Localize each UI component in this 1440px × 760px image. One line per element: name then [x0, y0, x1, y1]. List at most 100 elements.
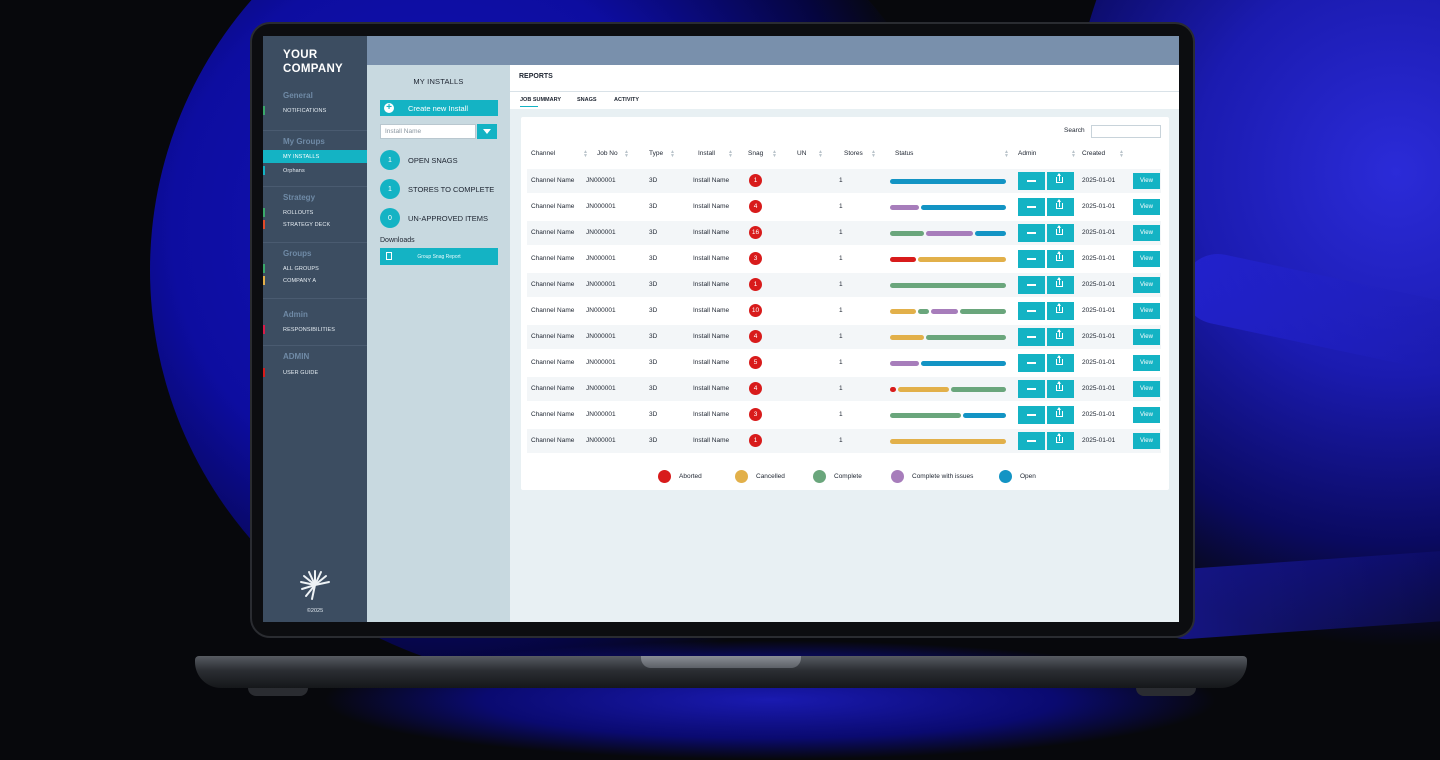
share-button[interactable] — [1047, 406, 1074, 424]
search-input[interactable] — [1091, 125, 1161, 138]
section-mark — [263, 106, 265, 115]
remove-button[interactable] — [1018, 302, 1045, 320]
view-button[interactable]: View — [1133, 303, 1160, 319]
snag-count-badge: 4 — [749, 382, 762, 395]
view-button[interactable]: View — [1133, 433, 1160, 449]
remove-button[interactable] — [1018, 172, 1045, 190]
cell-channel: Channel Name — [531, 385, 575, 392]
view-button[interactable]: View — [1133, 199, 1160, 215]
sort-icon[interactable]: ▲ ▼ — [772, 149, 777, 159]
sort-icon[interactable]: ▲ ▼ — [728, 149, 733, 159]
remove-button[interactable] — [1018, 328, 1045, 346]
share-button[interactable] — [1047, 328, 1074, 346]
cell-created: 2025-01-01 — [1082, 307, 1116, 314]
cell-created: 2025-01-01 — [1082, 255, 1116, 262]
sidebar-item-user-guide[interactable]: USER GUIDE — [283, 370, 319, 376]
section-strategy: Strategy — [283, 193, 316, 202]
view-button[interactable]: View — [1133, 277, 1160, 293]
view-button[interactable]: View — [1133, 381, 1160, 397]
sidebar-item-orphans[interactable]: Orphans — [283, 168, 305, 174]
sort-icon[interactable]: ▲ ▼ — [871, 149, 876, 159]
sort-icon[interactable]: ▲ ▼ — [670, 149, 675, 159]
share-button[interactable] — [1047, 432, 1074, 450]
column-header[interactable]: UN — [797, 150, 807, 157]
column-header[interactable]: Install — [698, 150, 715, 157]
main-header: REPORTS — [510, 65, 1179, 92]
share-button[interactable] — [1047, 224, 1074, 242]
cell-stores: 1 — [839, 411, 843, 418]
view-button[interactable]: View — [1133, 173, 1160, 189]
sidebar-item-my-installs-label[interactable]: MY INSTALLS — [283, 154, 320, 160]
column-header[interactable]: Stores — [844, 150, 863, 157]
sidebar-item-notifications[interactable]: NOTIFICATIONS — [283, 108, 327, 114]
tab-snags[interactable]: SNAGS — [577, 97, 597, 103]
remove-button[interactable] — [1018, 250, 1045, 268]
sort-icon[interactable]: ▲ ▼ — [624, 149, 629, 159]
share-icon — [1056, 203, 1063, 209]
sort-icon[interactable]: ▲ ▼ — [1071, 149, 1076, 159]
column-header[interactable]: Snag — [748, 150, 764, 157]
sort-icon[interactable]: ▲ ▼ — [818, 149, 823, 159]
share-icon — [1056, 177, 1063, 183]
share-button[interactable] — [1047, 250, 1074, 268]
column-header[interactable]: Channel — [531, 150, 556, 157]
column-header[interactable]: Job No — [597, 150, 618, 157]
status-segment-complete — [890, 231, 924, 236]
share-arrow — [1057, 173, 1061, 181]
sidebar-item-rollouts[interactable]: ROLLOUTS — [283, 210, 314, 216]
remove-button[interactable] — [1018, 354, 1045, 372]
job-summary-card: Search Channel ▲ ▼ Job No ▲ ▼ Type ▲ ▼ Install ▲ ▼ S… — [521, 117, 1169, 490]
remove-button[interactable] — [1018, 432, 1045, 450]
remove-button[interactable] — [1018, 406, 1045, 424]
sidebar-item-responsibilities[interactable]: RESPONSIBILITIES — [283, 327, 336, 333]
share-icon — [1056, 385, 1063, 391]
share-button[interactable] — [1047, 302, 1074, 320]
share-button[interactable] — [1047, 380, 1074, 398]
cell-type: 3D — [649, 177, 658, 184]
remove-button[interactable] — [1018, 224, 1045, 242]
remove-button[interactable] — [1018, 198, 1045, 216]
tab-activity[interactable]: ACTIVITY — [614, 97, 640, 103]
sidebar-item-strategy-deck[interactable]: STRATEGY DECK — [283, 222, 331, 228]
sidebar-item-company-a[interactable]: COMPANY A — [283, 278, 317, 284]
share-button[interactable] — [1047, 198, 1074, 216]
sort-icon[interactable]: ▲ ▼ — [583, 149, 588, 159]
legend-swatch — [891, 470, 904, 483]
view-button[interactable]: View — [1133, 225, 1160, 241]
status-segment-open — [962, 413, 1006, 418]
remove-button[interactable] — [1018, 276, 1045, 294]
view-button[interactable]: View — [1133, 355, 1160, 371]
view-button[interactable]: View — [1133, 251, 1160, 267]
install-name-select[interactable]: Install Name — [380, 124, 476, 139]
column-header[interactable]: Admin — [1018, 150, 1037, 157]
stat-stores-to-complete[interactable]: 1 STORES TO COMPLETE — [380, 179, 494, 199]
sort-icon[interactable]: ▲ ▼ — [1004, 149, 1009, 159]
view-button[interactable]: View — [1133, 329, 1160, 345]
stat-unapproved-items[interactable]: 0 UN-APPROVED ITEMS — [380, 208, 488, 228]
sunburst-logo-icon — [300, 570, 330, 600]
chevron-down-icon[interactable] — [477, 124, 497, 139]
share-button[interactable] — [1047, 172, 1074, 190]
legend-item: Complete — [813, 470, 862, 483]
sort-icon[interactable]: ▲ ▼ — [1119, 149, 1124, 159]
cell-type: 3D — [649, 359, 658, 366]
share-button[interactable] — [1047, 276, 1074, 294]
section-mark — [263, 166, 265, 175]
create-install-button[interactable]: + Create new Install — [380, 100, 498, 116]
share-arrow — [1057, 277, 1061, 285]
download-snag-report-button[interactable]: Group Snag Report — [380, 248, 498, 265]
tab-job-summary[interactable]: JOB SUMMARY — [520, 97, 562, 103]
remove-button[interactable] — [1018, 380, 1045, 398]
cell-channel: Channel Name — [531, 307, 575, 314]
stat-open-snags[interactable]: 1 OPEN SNAGS — [380, 150, 458, 170]
snag-count-badge: 4 — [749, 200, 762, 213]
cell-install: Install Name — [693, 385, 730, 392]
view-button[interactable]: View — [1133, 407, 1160, 423]
column-header[interactable]: Status — [895, 150, 914, 157]
cell-stores: 1 — [839, 203, 843, 210]
column-header[interactable]: Type — [649, 150, 664, 157]
column-header[interactable]: Created — [1082, 150, 1106, 157]
share-button[interactable] — [1047, 354, 1074, 372]
legend-label: Complete with issues — [912, 473, 974, 480]
sidebar-item-all-groups[interactable]: ALL GROUPS — [283, 266, 319, 272]
